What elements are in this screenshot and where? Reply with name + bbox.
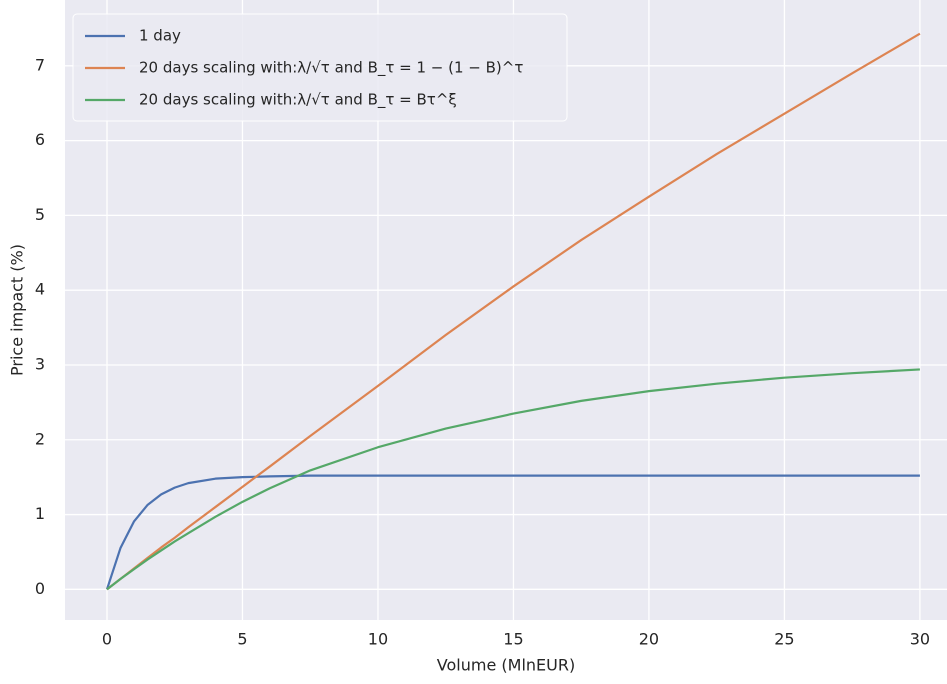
y-tick-label: 6 xyxy=(35,130,45,149)
y-tick-label: 4 xyxy=(35,280,45,299)
series-line xyxy=(105,474,920,590)
y-tick-label: 7 xyxy=(35,55,45,74)
x-axis-label: Volume (MlnEUR) xyxy=(437,656,575,675)
legend-label: 1 day xyxy=(139,27,181,45)
series-line xyxy=(106,32,921,591)
legend-label: 20 days scaling with:λ/√τ and B_τ = 1 − … xyxy=(139,59,523,78)
x-tick-label: 15 xyxy=(503,630,523,649)
y-axis-label: Price impact (%) xyxy=(8,244,27,376)
x-tick-label: 5 xyxy=(237,630,247,649)
legend-label: 20 days scaling with:λ/√τ and B_τ = Bτ^ξ xyxy=(139,91,457,110)
y-tick-label: 2 xyxy=(35,429,45,448)
x-tick-label: 0 xyxy=(102,630,112,649)
y-tick-label: 5 xyxy=(35,205,45,224)
y-tick-label: 1 xyxy=(35,504,45,523)
x-tick-label: 25 xyxy=(774,630,794,649)
legend-box xyxy=(72,13,568,122)
y-tick-label: 3 xyxy=(35,354,45,373)
x-tick-label: 30 xyxy=(910,630,930,649)
x-tick-label: 10 xyxy=(368,630,388,649)
x-tick-label: 20 xyxy=(639,630,659,649)
series-line xyxy=(106,368,920,591)
y-tick-label: 0 xyxy=(35,579,45,598)
